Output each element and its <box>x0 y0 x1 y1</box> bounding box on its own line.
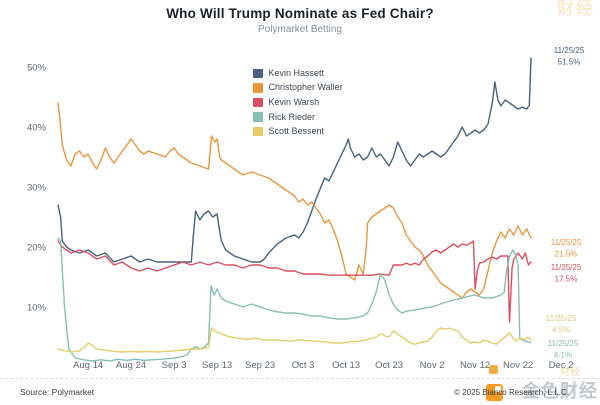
annotation-value-bessent: 4.5% <box>552 326 570 335</box>
watermark-mini-logo-icon <box>489 365 498 374</box>
y-tick-label: 50% <box>27 63 47 74</box>
legend-item-hassett: Kevin Hassett <box>253 66 343 81</box>
legend-swatch-waller <box>253 83 263 93</box>
y-tick-label: 20% <box>27 243 47 254</box>
series-line-rieder <box>57 237 532 362</box>
x-tick-label: Sep 13 <box>202 360 232 371</box>
legend-swatch-warsh <box>253 97 263 108</box>
series-line-warsh <box>57 240 532 323</box>
annotation-value-waller: 21.5% <box>555 250 578 259</box>
source-note: Source: Polymarket <box>20 387 95 397</box>
watermark-text: 金色财经 <box>522 381 598 401</box>
watermark-mini-text: 财经 <box>560 367 580 378</box>
y-tick-label: 40% <box>27 123 47 134</box>
annotation-value-rieder: 4.1% <box>554 351 572 360</box>
annotation-date-rieder: 11/25/25 <box>548 339 579 348</box>
footer-divider <box>0 378 600 379</box>
x-tick-label: Nov 22 <box>503 360 533 371</box>
x-tick-label: Nov 12 <box>460 360 490 371</box>
legend-item-waller: Christopher Waller <box>253 81 343 96</box>
copyright-note: © 2025 Bianco Research, L.L.C. <box>454 388 569 397</box>
annotation-value-warsh: 17.5% <box>555 275 578 284</box>
yticks-group: 50% 40% 30% 20% 10% <box>27 63 47 314</box>
legend-label: Kevin Hassett <box>268 67 325 78</box>
legend-item-rieder: Rick Rieder <box>253 110 343 125</box>
annotation-date-warsh: 11/25/25 <box>551 263 582 272</box>
x-tick-label: Oct 3 <box>292 360 315 371</box>
legend-label: Kevin Warsh <box>268 96 320 107</box>
annotation-date-waller: 11/25/25 <box>551 238 582 247</box>
chart-subtitle: Polymarket Betting <box>258 24 342 35</box>
series-group <box>57 57 532 362</box>
y-tick-label: 10% <box>27 303 47 314</box>
x-tick-label: Sep 3 <box>162 360 187 371</box>
legend: Kevin Hassett Christopher Waller Kevin War… <box>253 66 343 139</box>
x-tick-label: Oct 13 <box>332 360 360 371</box>
legend-swatch-bessent <box>253 126 263 137</box>
x-tick-label: Dec 2 <box>549 360 574 371</box>
x-tick-label: Oct 23 <box>375 360 403 371</box>
annotation-date-hassett: 11/25/25 <box>554 46 585 55</box>
watermark-top-right-partial: 财经 <box>557 0 595 18</box>
x-tick-label: Sep 23 <box>245 360 275 371</box>
series-line-bessent <box>57 327 532 353</box>
legend-label: Christopher Waller <box>268 82 343 93</box>
legend-swatch-hassett <box>253 68 263 79</box>
legend-label: Scott Bessent <box>268 126 325 137</box>
xticks-group: Aug 14 Aug 24 Sep 3 Sep 13 Sep 23 Oct 3 Oct 13… <box>73 360 573 371</box>
y-tick-label: 30% <box>27 183 47 194</box>
x-tick-label: Aug 14 <box>73 360 103 371</box>
series-line-hassett <box>57 57 532 263</box>
watermark-logo-icon <box>486 384 503 401</box>
legend-label: Rick Rieder <box>268 111 316 122</box>
legend-item-warsh: Kevin Warsh <box>253 95 343 110</box>
legend-swatch-rieder <box>253 112 263 122</box>
annotation-date-bessent: 11/25/25 <box>546 314 577 323</box>
legend-item-bessent: Scott Bessent <box>253 124 343 139</box>
annotation-value-hassett: 51.5% <box>558 58 581 67</box>
x-tick-label: Aug 24 <box>116 360 146 371</box>
annotations-group: 11/25/25 51.5% 11/25/25 21.5% 11/25/25 17.5% 1… <box>546 46 585 360</box>
chart-title: Who Will Trump Nominate as Fed Chair? <box>166 6 434 21</box>
x-tick-label: Nov 2 <box>420 360 445 371</box>
series-line-waller <box>57 102 532 299</box>
